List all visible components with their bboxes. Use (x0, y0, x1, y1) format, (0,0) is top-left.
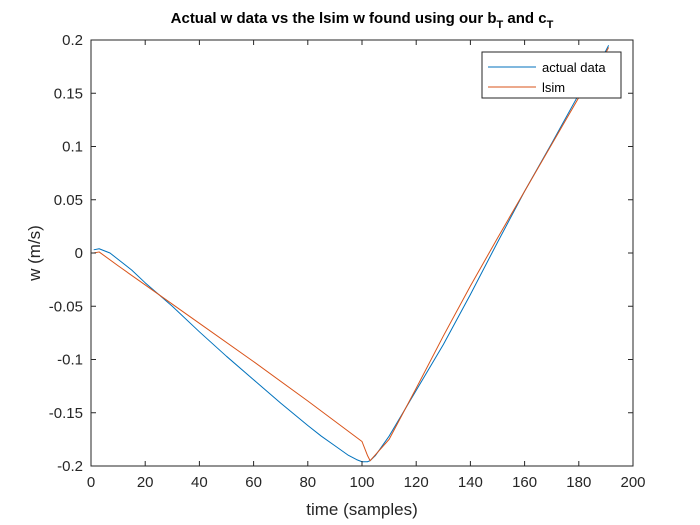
y-tick-label: 0.05 (54, 192, 83, 209)
chart-title-sub2: T (547, 19, 554, 31)
chart-title-middle: and c (503, 10, 546, 27)
ticks-layer: 0 20 40 60 80 100 120 140 160 180 200 -0.2 -0.15 -0.1… (49, 32, 646, 491)
plot-area (91, 40, 633, 466)
chart-title-prefix: Actual w data vs the lsim w found using … (171, 10, 497, 27)
y-tick-label: -0.05 (49, 298, 83, 315)
chart-title: Actual w data vs the lsim w found using … (171, 10, 554, 31)
x-tick-label: 180 (566, 474, 591, 491)
x-tick-label: 200 (620, 474, 645, 491)
chart-title-sub1: T (497, 19, 504, 31)
series-layer (93, 45, 610, 463)
y-tick-label: 0.2 (62, 32, 83, 49)
y-axis-label: w (m/s) (25, 225, 44, 282)
x-tick-label: 0 (87, 474, 95, 491)
x-tick-label: 60 (245, 474, 262, 491)
y-tick-label: -0.1 (57, 352, 83, 369)
x-axis-label: time (samples) (306, 500, 417, 519)
series-line-actual-data (93, 45, 610, 463)
y-tick-label: -0.15 (49, 405, 83, 422)
legend-label-lsim: lsim (542, 80, 565, 95)
legend: actual data lsim (481, 51, 622, 99)
x-tick-label: 20 (137, 474, 154, 491)
x-tick-label: 80 (299, 474, 316, 491)
legend-box (481, 51, 622, 99)
x-tick-label: 100 (349, 474, 374, 491)
y-tick-label: 0.15 (54, 85, 83, 102)
y-tick-label: 0 (75, 245, 83, 262)
series-line-lsim (93, 47, 610, 462)
y-tick-label: 0.1 (62, 139, 83, 156)
legend-label-actual-data: actual data (542, 60, 606, 75)
y-tick-label: -0.2 (57, 458, 83, 475)
x-tick-label: 120 (404, 474, 429, 491)
x-tick-label: 140 (458, 474, 483, 491)
axes-box (90, 39, 634, 467)
x-tick-label: 160 (512, 474, 537, 491)
x-tick-label: 40 (191, 474, 208, 491)
